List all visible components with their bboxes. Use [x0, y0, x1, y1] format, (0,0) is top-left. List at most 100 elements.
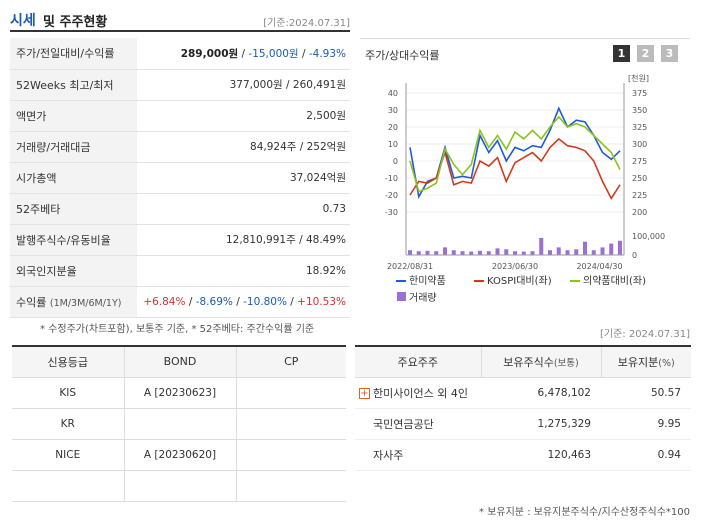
credit-row: KIS A [20230623]	[12, 377, 346, 409]
y-right-tick-label: 250	[632, 174, 647, 183]
y-right-tick-label: 350	[632, 106, 647, 115]
credit-row: NICE A [20230620]	[12, 439, 346, 471]
credit-header-agency: 신용등급	[12, 346, 125, 378]
holders-footnote: * 보유지분 : 보유지분주식수/지수산정주식수*100	[479, 507, 690, 518]
volume-bar	[460, 251, 465, 255]
stats-value: 84,924주 / 252억원	[137, 131, 350, 163]
holder-row: 국민연금공단 1,275,329 9.95	[355, 408, 691, 440]
holders-header-shares: 보유주식수(보통)	[481, 346, 602, 378]
stats-label: 52Weeks 최고/최저	[10, 69, 137, 101]
holder-ratio: 50.57	[601, 377, 691, 409]
volume-bar	[478, 250, 482, 255]
legend-label: 한미약품	[409, 275, 446, 287]
legend-swatch	[397, 292, 406, 301]
stats-value: 377,000원 / 260,491원	[137, 69, 350, 101]
volume-bar	[495, 248, 500, 255]
y-left-tick-label: 40	[388, 89, 398, 98]
y-left-tick-label: 10	[388, 140, 398, 149]
y-left-tick-label: 30	[388, 106, 398, 115]
volume-tick-label: 0	[632, 251, 637, 260]
holder-name-text[interactable]: 한미사이언스 외 4인	[373, 386, 468, 400]
volume-bar	[583, 241, 587, 255]
credit-header-cp: CP	[236, 346, 346, 378]
volume-tick-label: 100,000	[632, 232, 665, 241]
x-tick-label: 2022/08/31	[387, 262, 433, 271]
credit-row	[12, 470, 346, 502]
stats-row-volume: 거래량/거래대금 84,924주 / 252억원	[10, 131, 350, 163]
y-left-tick-label: 0	[393, 157, 398, 166]
stats-row-price: 주가/전일대비/수익률 289,000원 / -15,000원 / -4.93%	[10, 38, 350, 70]
volume-bar	[548, 250, 552, 255]
section-header: 시세 및 주주현황 [기준:2024.07.31]	[10, 8, 350, 32]
stats-value: 18.92%	[137, 255, 350, 287]
credit-bond	[124, 470, 237, 502]
series-line	[409, 115, 621, 193]
credit-cp	[236, 470, 346, 502]
legend-label: KOSPI대비(좌)	[487, 275, 552, 287]
stats-label: 주가/전일대비/수익률	[10, 38, 137, 70]
holder-shares: 1,275,329	[481, 408, 601, 440]
holder-name: + 한미사이언스 외 4인	[355, 377, 481, 409]
return-1y: +10.53%	[297, 295, 346, 308]
holder-shares: 120,463	[481, 439, 601, 471]
y-right-tick-label: 325	[632, 123, 647, 132]
chart-panel-header: 주가/상대수익률 1 2 3	[360, 38, 690, 69]
volume-bar	[521, 251, 526, 255]
holder-name: 자사주	[355, 439, 481, 471]
volume-bar	[618, 240, 622, 255]
return-1m: +6.84%	[143, 295, 186, 308]
volume-bar	[416, 251, 421, 255]
volume-bar	[408, 250, 412, 255]
stats-label: 52주베타	[10, 193, 137, 225]
holder-row: 자사주 120,463 0.94	[355, 439, 691, 471]
current-price: 289,000원	[180, 47, 239, 60]
credit-header-bond: BOND	[124, 346, 237, 378]
price-chart-svg: 40 30 20 10 0 -10 -20 -30 375 350 325 300 275 250 225 2…	[385, 73, 665, 304]
y-left-tick-label: 20	[388, 123, 398, 132]
stats-label: 시가총액	[10, 162, 137, 194]
volume-bar	[513, 251, 517, 255]
stats-value: 2,500원	[137, 100, 350, 132]
major-shareholders-table: 주요주주 보유주식수(보통) 보유지분(%) + 한미사이언스 외 4인 6,47…	[355, 345, 691, 471]
credit-agency	[12, 470, 125, 502]
y-left-tick-label: -10	[385, 174, 398, 183]
y-right-tick-label: 300	[632, 140, 647, 149]
period-button-1[interactable]: 1	[613, 45, 630, 62]
returns-label-sub: (1M/3M/6M/1Y)	[49, 297, 122, 309]
price-stats-table: 주가/전일대비/수익률 289,000원 / -15,000원 / -4.93%…	[10, 38, 350, 318]
volume-bar	[574, 249, 579, 255]
volume-bar	[486, 251, 491, 255]
stats-label: 거래량/거래대금	[10, 131, 137, 163]
stats-row-beta: 52주베타 0.73	[10, 193, 350, 225]
volume-bar	[600, 247, 605, 255]
holder-shares: 6,478,102	[481, 377, 601, 409]
section-title-main: 시세	[10, 13, 36, 29]
return-6m: -10.80%	[243, 295, 287, 308]
holders-header-name: 주요주주	[355, 346, 482, 378]
period-button-2[interactable]: 2	[637, 45, 654, 62]
volume-bar	[591, 250, 596, 255]
price-change: -15,000원	[248, 47, 299, 60]
credit-rating-table: 신용등급 BOND CP KIS A [20230623] KR NICE A …	[12, 345, 346, 502]
holders-header-ratio: 보유지분(%)	[601, 346, 691, 378]
credit-header-row: 신용등급 BOND CP	[12, 346, 346, 378]
stats-value: 289,000원 / -15,000원 / -4.93%	[137, 38, 350, 70]
holder-name: 국민연금공단	[355, 408, 481, 440]
expand-plus-icon[interactable]: +	[359, 388, 370, 399]
stats-value: +6.84% / -8.69% / -10.80% / +10.53%	[137, 286, 350, 318]
stats-label: 외국인지분율	[10, 255, 137, 287]
price-chart: 40 30 20 10 0 -10 -20 -30 375 350 325 300 275 250 225 2…	[360, 69, 690, 315]
stats-row-mcap: 시가총액 37,024억원	[10, 162, 350, 194]
chart-panel-title: 주가/상대수익률	[365, 49, 440, 62]
x-tick-label: 2024/04/30	[576, 262, 622, 271]
stats-value: 12,810,991주 / 48.49%	[137, 224, 350, 256]
stats-label: 발행주식수/유동비율	[10, 224, 137, 256]
holders-header-shares-label: 보유주식수	[503, 355, 554, 369]
credit-agency: KR	[12, 408, 125, 440]
volume-bar	[451, 250, 456, 255]
credit-cp	[236, 408, 346, 440]
y-left-tick-label: -30	[385, 208, 398, 217]
volume-bar	[530, 251, 535, 255]
period-button-3[interactable]: 3	[661, 45, 678, 62]
holder-ratio: 0.94	[601, 439, 691, 471]
